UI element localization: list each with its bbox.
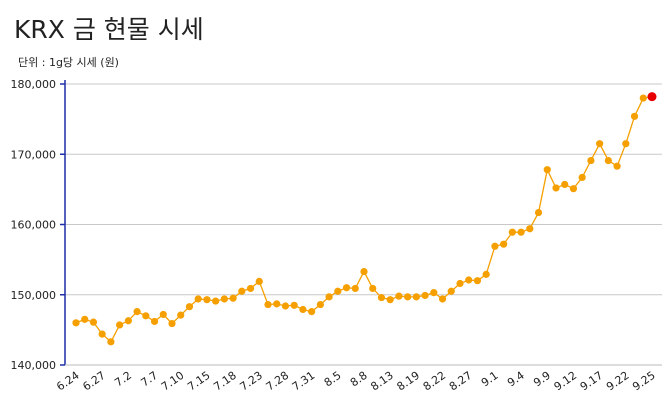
point bbox=[456, 279, 464, 288]
x-tick-label: 8.22 bbox=[421, 369, 449, 394]
point bbox=[264, 300, 272, 309]
point bbox=[255, 277, 263, 286]
chart-subtitle: 단위 : 1g당 시세 (원) bbox=[18, 56, 119, 69]
y-tick-label: 140,000 bbox=[11, 359, 57, 372]
point bbox=[124, 317, 132, 325]
point bbox=[386, 296, 394, 304]
y-tick-label: 170,000 bbox=[11, 148, 57, 161]
point bbox=[647, 92, 657, 102]
x-tick-label: 8.19 bbox=[395, 369, 423, 394]
x-tick-label: 7.15 bbox=[185, 369, 213, 394]
point bbox=[517, 228, 525, 236]
point bbox=[500, 240, 508, 248]
point bbox=[150, 317, 159, 326]
x-tick-label: 8.27 bbox=[447, 369, 475, 394]
chart-title: KRX 금 현물 시세 bbox=[14, 15, 204, 44]
point bbox=[447, 287, 455, 295]
point bbox=[377, 293, 386, 302]
point bbox=[142, 312, 150, 320]
point bbox=[508, 228, 516, 236]
point bbox=[465, 276, 473, 284]
point bbox=[369, 284, 377, 293]
point bbox=[238, 287, 246, 295]
point bbox=[404, 293, 412, 301]
point bbox=[630, 112, 639, 120]
point bbox=[107, 338, 115, 346]
point bbox=[220, 295, 228, 303]
x-tick-label: 7.10 bbox=[159, 369, 187, 394]
x-tick-label: 9.22 bbox=[604, 369, 632, 394]
point bbox=[72, 319, 80, 327]
x-tick-label: 7.28 bbox=[264, 369, 292, 394]
x-tick-label: 8.13 bbox=[368, 369, 396, 394]
point bbox=[569, 185, 578, 193]
point bbox=[98, 330, 106, 338]
point bbox=[246, 284, 255, 293]
point bbox=[412, 293, 420, 301]
point bbox=[639, 94, 647, 102]
point bbox=[622, 140, 630, 148]
point bbox=[116, 321, 124, 329]
x-tick-label: 6.24 bbox=[54, 369, 82, 394]
point bbox=[89, 318, 98, 326]
point bbox=[177, 311, 185, 319]
point bbox=[168, 319, 176, 328]
x-tick-label: 9.9 bbox=[531, 369, 553, 390]
point bbox=[159, 310, 167, 319]
point bbox=[395, 292, 403, 300]
point bbox=[543, 166, 551, 174]
point bbox=[273, 300, 281, 308]
x-tick-label: 7.7 bbox=[138, 369, 160, 390]
point bbox=[473, 277, 482, 285]
x-tick-label: 9.25 bbox=[630, 369, 658, 394]
point bbox=[587, 156, 595, 165]
point bbox=[316, 300, 324, 309]
x-tick-label: 8.5 bbox=[322, 369, 344, 390]
point bbox=[482, 270, 490, 278]
point bbox=[185, 303, 194, 311]
point bbox=[299, 305, 307, 314]
point bbox=[552, 184, 560, 192]
x-tick-label: 9.1 bbox=[479, 369, 501, 390]
x-tick-label: 9.12 bbox=[552, 369, 580, 394]
x-tick-label: 7.18 bbox=[211, 369, 239, 394]
point bbox=[578, 173, 586, 182]
x-tick-label: 7.2 bbox=[112, 369, 134, 390]
x-tick-label: 7.23 bbox=[237, 369, 265, 394]
point bbox=[308, 308, 316, 316]
point bbox=[212, 297, 220, 305]
x-tick-label: 8.8 bbox=[348, 369, 370, 390]
point bbox=[203, 296, 211, 304]
y-tick-label: 160,000 bbox=[11, 219, 57, 232]
point bbox=[604, 156, 612, 165]
x-tick-label: 9.4 bbox=[505, 369, 527, 390]
point bbox=[325, 293, 333, 301]
line bbox=[75, 96, 653, 343]
x-tick-label: 7.31 bbox=[290, 369, 318, 394]
y-tick-label: 180,000 bbox=[11, 78, 57, 91]
x-tick-label: 9.17 bbox=[578, 369, 606, 394]
point bbox=[342, 284, 351, 292]
point bbox=[534, 208, 543, 217]
x-tick-label: 6.27 bbox=[80, 369, 108, 394]
point bbox=[334, 287, 342, 295]
point bbox=[81, 315, 89, 323]
point bbox=[290, 301, 298, 309]
y-tick-label: 150,000 bbox=[11, 289, 57, 302]
point bbox=[229, 294, 237, 302]
point bbox=[561, 180, 569, 189]
point bbox=[421, 291, 429, 300]
point bbox=[430, 289, 438, 297]
point bbox=[613, 162, 621, 170]
point bbox=[281, 302, 290, 310]
point bbox=[438, 295, 447, 303]
point bbox=[351, 284, 359, 293]
point bbox=[596, 140, 604, 148]
point bbox=[491, 242, 499, 250]
point bbox=[360, 267, 368, 276]
point bbox=[133, 308, 141, 316]
point bbox=[526, 225, 534, 233]
point bbox=[194, 295, 202, 303]
